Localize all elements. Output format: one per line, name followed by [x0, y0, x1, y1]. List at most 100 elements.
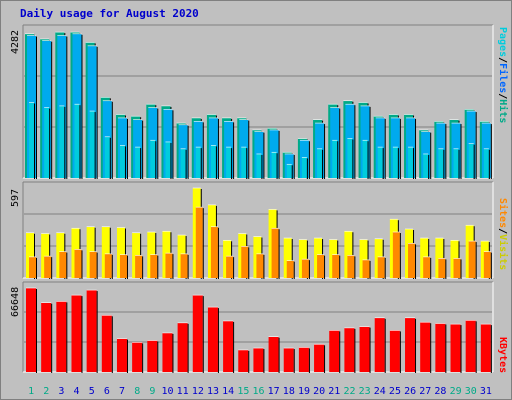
bar-visits-day-1-shadow — [34, 233, 35, 279]
bar-pages-day-19 — [301, 157, 307, 178]
bar-kbytes-day-1-shadow — [36, 289, 37, 373]
bar-sites-day-16 — [256, 253, 264, 278]
bar-pages-day-6-shadow — [109, 137, 111, 179]
bar-kbytes-day-7 — [116, 338, 127, 372]
bar-kbytes-day-15-shadow — [248, 350, 250, 373]
bar-kbytes-day-12-shadow — [202, 296, 204, 373]
bar-sites-day-1 — [29, 256, 36, 278]
bar-kbytes-day-30 — [465, 320, 476, 372]
bar-visits-day-18 — [283, 238, 292, 278]
bar-pages-day-16-shadow — [261, 154, 263, 179]
bar-sites-day-28-shadow — [445, 259, 447, 279]
bar-sites-day-7 — [119, 254, 127, 278]
bar-kbytes-day-14 — [223, 320, 234, 372]
bar-files-day-23-shadow — [369, 106, 371, 179]
bar-kbytes-day-4 — [71, 295, 82, 372]
bar-pages-day-27-shadow — [428, 154, 430, 179]
bar-kbytes-day-30-shadow — [475, 321, 477, 373]
bar-pages-day-1-shadow — [34, 103, 35, 179]
bar-pages-day-18 — [286, 164, 292, 178]
x-tick-label-day-28: 28 — [434, 386, 446, 397]
bar-sites-day-19 — [301, 259, 309, 278]
bar-pages-day-17-shadow — [276, 153, 278, 179]
bar-sites-day-10 — [165, 253, 173, 278]
bar-pages-day-15-shadow — [246, 148, 248, 179]
bar-kbytes-day-31 — [480, 324, 491, 372]
bar-pages-day-10-shadow — [170, 142, 172, 179]
bar-sites-day-8 — [135, 255, 143, 278]
bar-pages-day-4-shadow — [79, 105, 81, 179]
bar-files-day-31-shadow — [490, 124, 492, 179]
x-tick-label-day-1: 1 — [28, 386, 34, 397]
bar-sites-day-14-shadow — [233, 257, 235, 279]
bar-sites-day-20 — [317, 254, 325, 278]
bar-files-day-10-shadow — [172, 110, 174, 179]
bar-kbytes-day-3-shadow — [66, 302, 68, 373]
bar-pages-day-23 — [362, 140, 368, 178]
x-tick-label-day-30: 30 — [465, 386, 477, 397]
bar-files-day-20-shadow — [324, 124, 326, 179]
bar-files-day-25-shadow — [399, 118, 401, 179]
bar-files-day-13-shadow — [217, 118, 219, 179]
bar-files-day-6-shadow — [111, 101, 113, 179]
x-tick-label-day-13: 13 — [207, 386, 219, 397]
x-tick-label-day-23: 23 — [359, 386, 371, 397]
x-tick-label-day-2: 2 — [43, 386, 49, 397]
bar-visits-day-6 — [101, 226, 110, 278]
bar-kbytes-day-3 — [56, 301, 67, 372]
bar-sites-day-6-shadow — [111, 254, 113, 279]
bar-pages-day-9 — [150, 140, 156, 178]
bar-pages-day-28-shadow — [443, 149, 445, 179]
x-tick-label-day-9: 9 — [149, 386, 155, 397]
bar-pages-day-3-shadow — [64, 106, 66, 179]
bar-kbytes-day-10 — [162, 332, 173, 372]
bar-pages-day-14-shadow — [231, 148, 233, 179]
x-tick-label-day-24: 24 — [374, 386, 386, 397]
bar-sites-day-24 — [377, 256, 385, 278]
x-tick-label-day-25: 25 — [389, 386, 401, 397]
bar-pages-day-8-shadow — [140, 148, 142, 179]
bar-files-day-8-shadow — [142, 120, 144, 179]
x-tick-label-day-5: 5 — [89, 386, 95, 397]
bar-pages-day-30-shadow — [473, 144, 475, 179]
x-tick-label-day-29: 29 — [450, 386, 462, 397]
bar-pages-day-2 — [44, 107, 50, 178]
bar-kbytes-day-16-shadow — [263, 349, 265, 373]
bar-sites-day-3 — [59, 251, 67, 278]
bar-kbytes-day-9-shadow — [157, 341, 159, 373]
bar-sites-day-24-shadow — [384, 257, 386, 279]
bar-kbytes-day-28 — [435, 323, 446, 372]
bar-visits-day-22 — [344, 231, 353, 278]
bar-sites-day-21-shadow — [339, 255, 341, 279]
bar-files-day-29-shadow — [460, 124, 462, 179]
bar-pages-day-16 — [256, 153, 262, 178]
bar-pages-day-9-shadow — [155, 141, 157, 179]
x-tick-label-day-19: 19 — [298, 386, 310, 397]
bar-sites-day-30-shadow — [475, 242, 477, 279]
bar-kbytes-day-25 — [389, 330, 400, 372]
bar-files-day-2-shadow — [51, 41, 53, 180]
bar-sites-day-18 — [286, 260, 294, 278]
bar-kbytes-day-15 — [238, 349, 249, 372]
bar-pages-day-31-shadow — [488, 149, 490, 179]
bar-pages-day-3 — [59, 105, 65, 178]
bar-kbytes-day-1 — [26, 288, 36, 372]
bar-pages-day-31 — [483, 148, 489, 178]
x-tick-label-day-27: 27 — [419, 386, 431, 397]
bar-kbytes-day-18 — [283, 348, 294, 372]
bar-sites-day-23 — [362, 259, 370, 278]
bar-kbytes-day-22 — [344, 327, 355, 372]
bar-sites-day-20-shadow — [324, 255, 326, 279]
bar-files-day-5-shadow — [96, 46, 98, 180]
bar-files-day-1-shadow — [36, 36, 37, 180]
bar-visits-day-6-shadow — [109, 227, 111, 279]
bar-kbytes-day-7-shadow — [126, 339, 128, 373]
bar-sites-day-22-shadow — [354, 256, 356, 279]
bar-pages-day-11 — [180, 148, 186, 178]
bar-sites-day-12-shadow — [202, 208, 204, 279]
bar-files-day-17-shadow — [278, 130, 280, 179]
bar-kbytes-day-8-shadow — [142, 343, 144, 373]
x-tick-label-day-16: 16 — [252, 386, 264, 397]
bar-kbytes-day-5 — [86, 290, 97, 372]
